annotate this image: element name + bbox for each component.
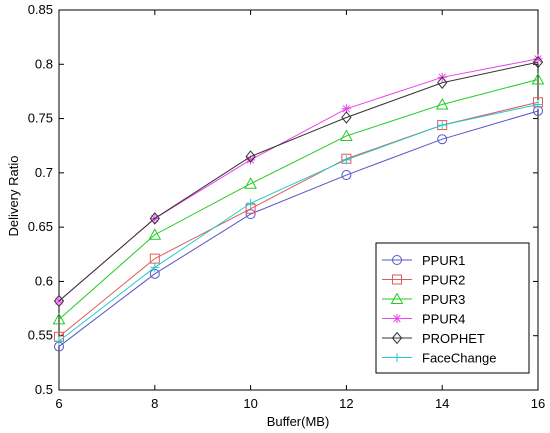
y-tick-label: 0.5 — [35, 382, 53, 397]
data-point — [533, 54, 543, 64]
legend-label: FaceChange — [422, 351, 496, 366]
y-tick-label: 0.55 — [28, 328, 53, 343]
data-point — [341, 111, 352, 124]
y-tick-label: 0.65 — [28, 219, 53, 234]
data-point — [532, 55, 544, 69]
x-axis-title: Buffer(MB) — [267, 414, 330, 429]
series-line — [58, 110, 539, 347]
data-point — [244, 177, 257, 189]
data-point — [246, 198, 256, 208]
data-point — [54, 336, 64, 346]
data-point — [53, 294, 65, 308]
data-point — [340, 129, 353, 141]
x-tick-label: 8 — [151, 396, 158, 411]
series-prophet — [53, 55, 544, 308]
x-tick-label: 12 — [339, 396, 353, 411]
legend-label: PPUR2 — [422, 273, 465, 288]
legend-marker — [392, 274, 402, 285]
y-axis-title: Delivery Ratio — [6, 156, 21, 237]
y-tick-label: 0.7 — [35, 165, 53, 180]
legend-item: PPUR2 — [382, 273, 465, 288]
legend-item: FaceChange — [382, 351, 496, 366]
legend-item: PPUR4 — [382, 312, 465, 327]
legend-box — [375, 242, 530, 374]
series-line — [58, 61, 539, 302]
data-point — [435, 97, 449, 110]
x-tick-label: 10 — [243, 396, 257, 411]
legend-label: PPUR4 — [422, 312, 465, 327]
legend-item: PROPHET — [382, 331, 485, 346]
y-tick-label: 0.75 — [28, 111, 53, 126]
series-facechange — [54, 99, 543, 346]
data-point — [341, 155, 351, 165]
data-point — [533, 99, 543, 109]
y-tick-label: 0.8 — [35, 56, 53, 71]
data-point — [531, 72, 545, 85]
data-point — [246, 155, 256, 165]
legend-marker — [391, 331, 403, 345]
data-point — [341, 104, 351, 114]
axes: 6 8 10 12 14 16 0.5 0.55 0.6 0.65 0.7 0.75 0.8 0.85 — [28, 2, 546, 411]
legend-marker — [392, 314, 402, 323]
data-point — [437, 76, 448, 90]
series-line — [58, 79, 539, 320]
data-point — [150, 262, 160, 272]
series-ppur3 — [52, 72, 545, 325]
legend-item: PPUR3 — [382, 292, 465, 307]
legend-marker — [392, 353, 402, 362]
data-point — [245, 150, 256, 163]
y-tick-label: 0.85 — [28, 2, 53, 17]
legend-label: PPUR3 — [422, 292, 465, 307]
x-tick-label: 14 — [435, 396, 449, 411]
legend-marker — [392, 255, 402, 265]
data-point — [437, 120, 447, 130]
legend-marker — [390, 292, 404, 304]
data-point — [341, 170, 352, 181]
legend-label: PPUR1 — [422, 253, 465, 268]
legend-item: PPUR1 — [382, 253, 465, 268]
legend: PPUR1 PPUR2 PPUR3 PPUR4 PROPHET FaceChange — [375, 242, 530, 374]
x-tick-label: 16 — [531, 396, 545, 411]
legend-label: PROPHET — [422, 331, 485, 346]
y-tick-label: 0.6 — [35, 273, 53, 288]
data-point — [148, 228, 162, 240]
data-point — [437, 134, 448, 145]
data-point — [52, 312, 66, 325]
data-point — [149, 212, 160, 225]
data-point — [245, 209, 256, 220]
x-tick-label: 6 — [55, 396, 62, 411]
series-line — [58, 103, 539, 342]
series-layer — [52, 54, 545, 352]
